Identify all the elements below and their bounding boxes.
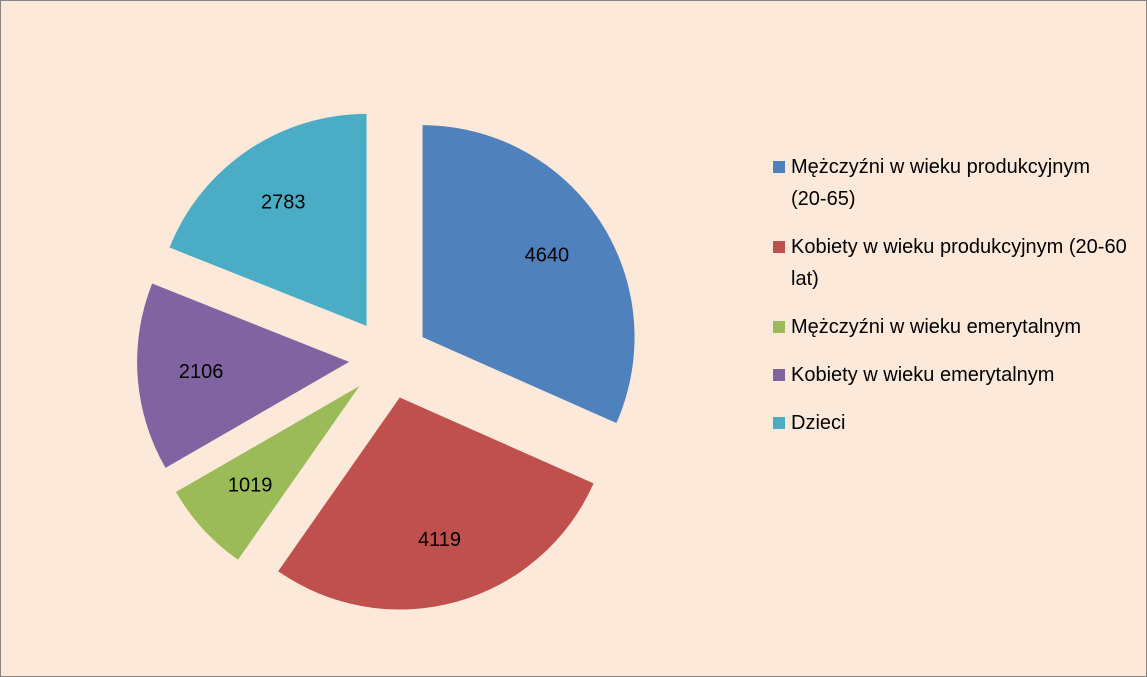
data-label: 1019 xyxy=(228,475,273,497)
pie-slice xyxy=(278,397,594,610)
legend-swatch xyxy=(773,417,785,429)
legend-label: Mężczyźni w wieku produkcyjnym (20-65) xyxy=(791,156,1102,210)
pie-slice xyxy=(175,386,360,560)
legend-label: Kobiety w wieku produkcyjnym (20-60 lat) xyxy=(791,236,1133,290)
pie-slice xyxy=(169,113,367,326)
legend-item: Dzieci xyxy=(773,407,1133,439)
pie-slice xyxy=(137,283,350,468)
legend-item: Mężczyźni w wieku produkcyjnym (20-65) xyxy=(773,151,1133,215)
data-label: 2783 xyxy=(261,191,306,213)
data-label: 2106 xyxy=(179,361,224,383)
legend-item: Mężczyźni w wieku emerytalnym xyxy=(773,311,1133,343)
legend-item: Kobiety w wieku emerytalnym xyxy=(773,359,1133,391)
data-label: 4119 xyxy=(418,529,461,551)
legend-swatch xyxy=(773,369,785,381)
legend-swatch xyxy=(773,241,785,253)
legend-item: Kobiety w wieku produkcyjnym (20-60 lat) xyxy=(773,231,1133,295)
legend-swatch xyxy=(773,161,785,173)
data-label: 4640 xyxy=(525,245,570,267)
legend-label: Dzieci xyxy=(791,412,846,434)
legend-label: Mężczyźni w wieku emerytalnym xyxy=(791,316,1082,338)
legend-swatch xyxy=(773,321,785,333)
pie-slice xyxy=(422,125,635,424)
legend-label: Kobiety w wieku emerytalnym xyxy=(791,364,1055,386)
legend: Mężczyźni w wieku produkcyjnym (20-65) Ko… xyxy=(773,151,1133,455)
